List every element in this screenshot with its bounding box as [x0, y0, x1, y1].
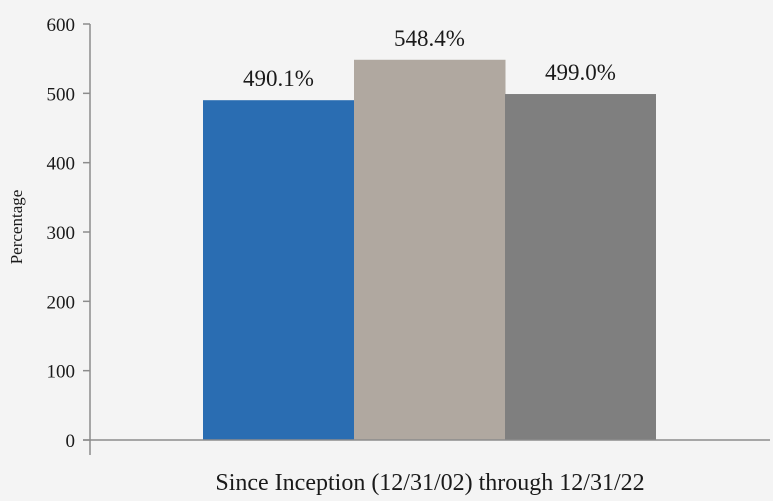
y-axis: 0 100 200 300 400 500 600 [47, 15, 91, 455]
bar-data-label: 490.1% [243, 66, 314, 91]
y-tick-label: 200 [47, 292, 76, 313]
bar-data-label: 548.4% [394, 26, 465, 51]
bar-series-2 [354, 59, 506, 440]
data-labels: 490.1% 548.4% 499.0% [243, 26, 616, 91]
y-tick-label: 100 [47, 362, 76, 383]
y-tick-label: 300 [47, 223, 76, 244]
x-category-label: Since Inception (12/31/02) through 12/31… [215, 470, 644, 496]
y-tick-label: 0 [66, 431, 76, 452]
y-tick-label: 500 [47, 84, 76, 105]
y-tick-label: 600 [47, 15, 76, 36]
bar-series-1 [203, 100, 355, 441]
y-tick-label: 400 [47, 154, 76, 175]
bars [203, 59, 656, 441]
y-axis-title: Percentage [7, 190, 26, 265]
bar-data-label: 499.0% [545, 60, 616, 85]
bar-series-3 [505, 94, 656, 440]
